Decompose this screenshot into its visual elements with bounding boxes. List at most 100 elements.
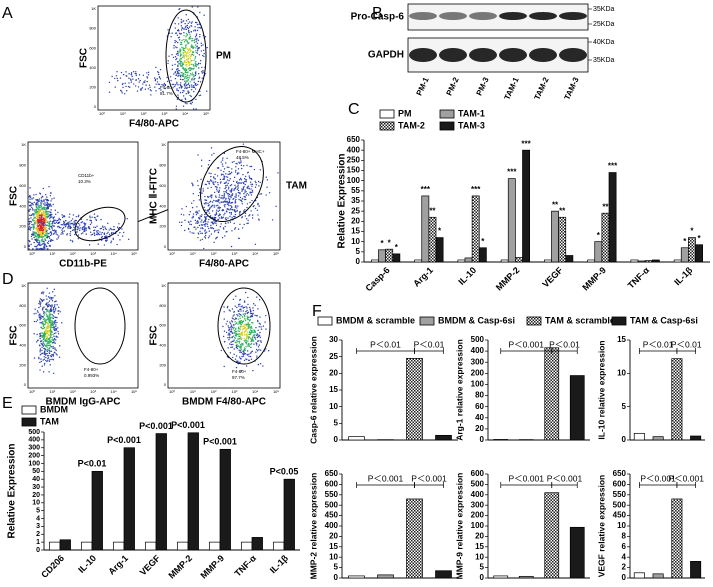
event-dot — [201, 216, 202, 217]
event-dot — [244, 189, 245, 190]
event-dot — [50, 333, 51, 334]
event-dot — [195, 52, 196, 53]
event-dot — [67, 227, 68, 228]
event-dot — [30, 229, 31, 230]
event-dot — [110, 228, 111, 229]
y-tick-label: 20 — [475, 424, 484, 433]
event-dot — [96, 230, 97, 231]
event-dot — [93, 227, 94, 228]
event-dot — [44, 242, 45, 243]
event-dot — [240, 329, 241, 330]
event-dot — [223, 191, 224, 192]
event-dot — [57, 336, 58, 337]
event-dot — [54, 316, 55, 317]
event-dot — [72, 218, 73, 219]
bar — [634, 433, 644, 440]
event-dot — [234, 196, 235, 197]
event-dot — [202, 227, 203, 228]
event-dot — [33, 197, 34, 198]
event-dot — [42, 353, 43, 354]
event-dot — [40, 315, 41, 316]
event-dot — [89, 217, 90, 218]
event-dot — [174, 23, 175, 24]
event-dot — [44, 219, 45, 220]
event-dot — [195, 222, 196, 223]
event-dot — [125, 86, 126, 87]
event-dot — [244, 199, 245, 200]
y-tick-label: 8 — [622, 532, 627, 541]
event-dot — [200, 179, 201, 180]
event-dot — [156, 78, 157, 79]
event-dot — [74, 221, 75, 222]
event-dot — [46, 328, 47, 329]
event-dot — [69, 213, 70, 214]
event-dot — [216, 209, 217, 210]
y-tick-label: 30 — [329, 335, 338, 344]
event-dot — [128, 78, 129, 79]
event-dot — [71, 220, 72, 221]
event-dot — [42, 366, 43, 367]
event-dot — [36, 236, 37, 237]
event-dot — [178, 90, 179, 91]
event-dot — [203, 222, 204, 223]
event-dot — [58, 333, 59, 334]
event-dot — [257, 341, 258, 342]
flow-x-tick: 10⁴ — [111, 251, 117, 256]
significance: *** — [471, 185, 481, 194]
event-dot — [62, 224, 63, 225]
event-dot — [60, 219, 61, 220]
event-dot — [183, 95, 184, 96]
event-dot — [191, 96, 192, 97]
flow-x-tick: 10⁵ — [273, 251, 279, 256]
event-dot — [259, 193, 260, 194]
event-dot — [49, 330, 50, 331]
event-dot — [125, 71, 126, 72]
event-dot — [231, 190, 232, 191]
blot-band — [559, 12, 587, 20]
y-tick-label: 20 — [329, 368, 338, 377]
event-dot — [205, 36, 206, 37]
event-dot — [244, 181, 245, 182]
event-dot — [256, 335, 257, 336]
event-dot — [193, 76, 194, 77]
event-dot — [158, 72, 159, 73]
event-dot — [128, 239, 129, 240]
event-dot — [41, 337, 42, 338]
event-dot — [215, 195, 216, 196]
event-dot — [187, 58, 188, 59]
event-dot — [216, 225, 217, 226]
event-dot — [61, 224, 62, 225]
event-dot — [235, 227, 236, 228]
event-dot — [53, 347, 54, 348]
event-dot — [257, 350, 258, 351]
event-dot — [72, 241, 73, 242]
event-dot — [48, 241, 49, 242]
event-dot — [189, 77, 190, 78]
event-dot — [188, 83, 189, 84]
y-tick-label: 150 — [347, 166, 361, 175]
event-dot — [148, 88, 149, 89]
event-dot — [44, 207, 45, 208]
event-dot — [189, 34, 190, 35]
event-dot — [217, 184, 218, 185]
event-dot — [215, 217, 216, 218]
y-tick-label: 3 — [36, 523, 40, 530]
event-dot — [128, 86, 129, 87]
event-dot — [198, 81, 199, 82]
event-dot — [57, 327, 58, 328]
event-dot — [239, 333, 240, 334]
event-dot — [255, 208, 256, 209]
event-dot — [205, 235, 206, 236]
event-dot — [79, 230, 80, 231]
event-dot — [166, 77, 167, 78]
event-dot — [50, 212, 51, 213]
event-dot — [265, 315, 266, 316]
event-dot — [51, 233, 52, 234]
event-dot — [177, 17, 178, 18]
event-dot — [176, 54, 177, 55]
event-dot — [43, 229, 44, 230]
event-dot — [244, 337, 245, 338]
event-dot — [180, 79, 181, 80]
event-dot — [194, 82, 195, 83]
event-dot — [214, 214, 215, 215]
